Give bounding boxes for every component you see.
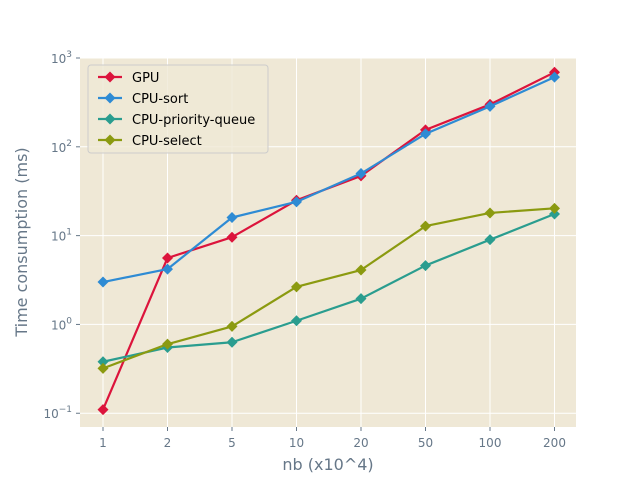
data-point xyxy=(226,336,238,348)
y-tick-label: 10−1 xyxy=(43,405,72,421)
legend-marker xyxy=(104,113,116,125)
data-point xyxy=(420,260,431,272)
legend-entry: CPU-select xyxy=(132,134,202,149)
data-point xyxy=(420,220,431,232)
data-point xyxy=(484,207,496,219)
data-point xyxy=(549,71,560,83)
data-point xyxy=(549,202,560,214)
x-tick-label: 20 xyxy=(353,436,368,450)
legend-box xyxy=(87,64,269,154)
y-tick-label: 101 xyxy=(51,228,72,244)
series-2 xyxy=(97,208,560,368)
legend-entry: GPU xyxy=(132,71,159,86)
legend-marker xyxy=(104,134,116,146)
series-layer xyxy=(97,66,560,416)
data-point xyxy=(97,362,109,374)
data-point xyxy=(226,320,238,332)
legend-marker xyxy=(104,92,116,104)
series-line xyxy=(102,207,555,370)
data-point xyxy=(97,404,109,416)
series-line xyxy=(102,76,555,284)
x-tick-label: 50 xyxy=(418,436,433,450)
y-tick-label: 102 xyxy=(51,139,72,155)
x-tick-label: 1 xyxy=(99,436,107,450)
series-line xyxy=(102,213,555,363)
data-point xyxy=(291,281,302,293)
data-point xyxy=(97,276,109,288)
data-point xyxy=(420,128,431,140)
series-1 xyxy=(97,71,560,288)
data-point xyxy=(484,234,496,246)
data-point xyxy=(162,263,173,275)
x-tick-label: 10 xyxy=(289,436,304,450)
y-axis-label: Time consumption (ms) xyxy=(12,147,31,337)
legend-entry: CPU-priority-queue xyxy=(132,113,255,128)
legend-marker xyxy=(104,71,116,83)
data-point xyxy=(97,356,109,368)
data-point xyxy=(162,338,173,350)
data-point xyxy=(355,168,367,180)
data-point xyxy=(549,208,560,220)
axis-ticks: 1 2 5 10 20 50 100 200 10−1 100 101 102 103 xyxy=(43,50,566,450)
data-point xyxy=(355,264,367,276)
y-tick-label: 103 xyxy=(51,50,72,66)
data-point xyxy=(226,211,238,223)
data-point xyxy=(355,293,367,305)
data-point xyxy=(291,196,302,208)
x-tick-label: 100 xyxy=(479,436,502,450)
data-point xyxy=(162,252,173,264)
data-point xyxy=(226,231,238,243)
x-tick-label: 2 xyxy=(164,436,172,450)
legend: GPU CPU-sort CPU-priority-queue CPU-select xyxy=(87,64,269,154)
data-point xyxy=(291,315,302,327)
x-tick-label: 5 xyxy=(228,436,236,450)
y-tick-label: 100 xyxy=(51,316,72,332)
legend-entry: CPU-sort xyxy=(132,92,188,107)
series-3 xyxy=(97,202,560,374)
x-tick-label: 200 xyxy=(543,436,566,450)
x-axis-label: nb (x10^4) xyxy=(282,455,373,474)
data-point xyxy=(484,100,496,112)
